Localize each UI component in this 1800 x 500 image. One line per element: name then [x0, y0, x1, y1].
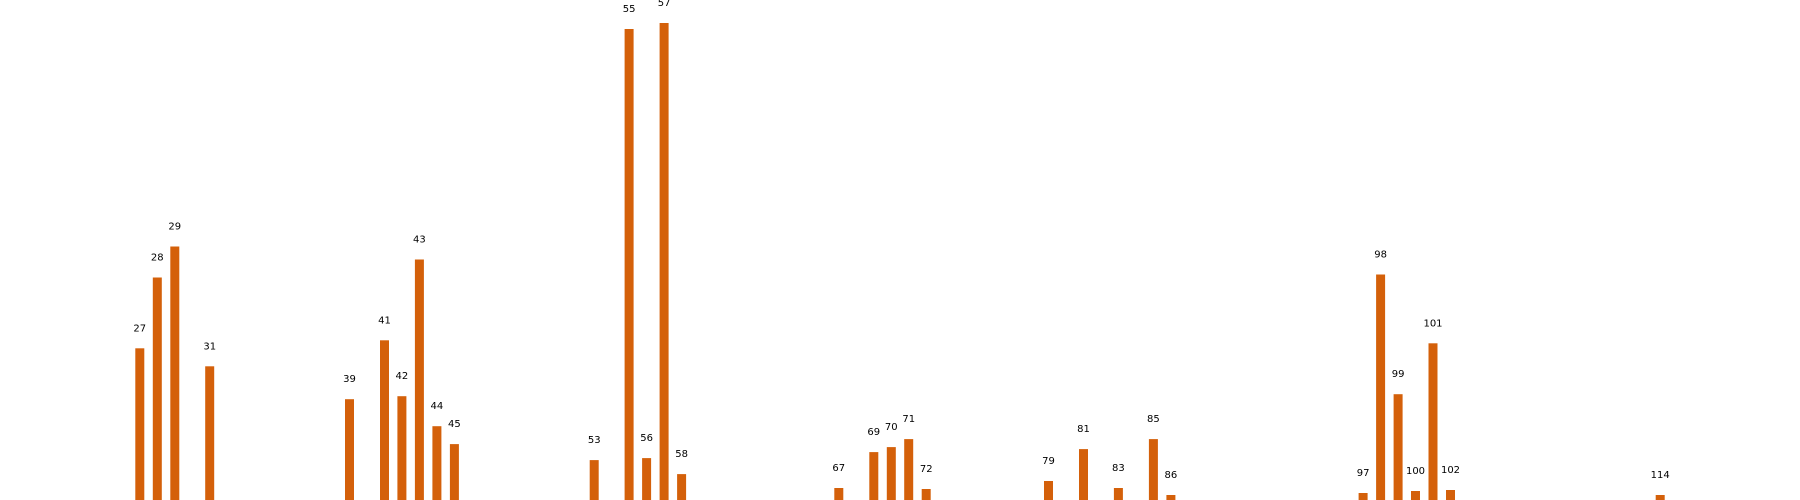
- bar-58: [677, 474, 687, 500]
- bar-99: [1393, 394, 1403, 500]
- bar-label-55: 55: [623, 4, 636, 15]
- bar-41: [380, 340, 389, 500]
- bar-55: [624, 29, 634, 500]
- bar-label-72: 72: [920, 464, 933, 475]
- bar-label-102: 102: [1441, 465, 1460, 476]
- bar-29: [170, 246, 180, 500]
- bar-label-45: 45: [448, 419, 461, 430]
- bar-label-86: 86: [1165, 470, 1178, 481]
- bar-label-79: 79: [1042, 456, 1055, 467]
- bar-114: [1655, 495, 1665, 500]
- bar-label-114: 114: [1651, 470, 1670, 481]
- bar-69: [869, 452, 879, 500]
- bar-label-27: 27: [133, 323, 146, 334]
- bar-label-53: 53: [588, 435, 601, 446]
- bar-81: [1079, 449, 1088, 500]
- bar-label-67: 67: [832, 463, 845, 474]
- bar-27: [135, 348, 145, 500]
- bar-57: [659, 23, 669, 500]
- bar-83: [1113, 488, 1123, 500]
- bar-86: [1166, 495, 1176, 500]
- bar-71: [904, 439, 914, 500]
- bar-label-42: 42: [396, 371, 409, 382]
- bar-label-56: 56: [640, 433, 653, 444]
- bar-label-44: 44: [431, 401, 444, 412]
- bar-102: [1446, 490, 1455, 500]
- bar-label-39: 39: [343, 374, 356, 385]
- bar-label-31: 31: [203, 341, 216, 352]
- bar-label-43: 43: [413, 235, 426, 246]
- bar-31: [205, 366, 215, 500]
- bar-45: [449, 444, 459, 500]
- bar-70: [886, 447, 896, 500]
- bar-label-70: 70: [885, 422, 898, 433]
- bar-label-85: 85: [1147, 414, 1160, 425]
- bar-28: [152, 277, 162, 500]
- bar-label-101: 101: [1423, 318, 1442, 329]
- bar-label-71: 71: [902, 414, 915, 425]
- bar-85: [1148, 439, 1158, 500]
- bar-79: [1044, 481, 1053, 500]
- bar-label-69: 69: [867, 427, 880, 438]
- bar-100: [1411, 491, 1420, 500]
- bar-98: [1376, 274, 1386, 500]
- bar-label-98: 98: [1374, 250, 1387, 261]
- bar-43: [414, 259, 424, 500]
- bar-label-29: 29: [168, 222, 181, 233]
- bar-72: [921, 489, 931, 500]
- labels-layer: 27 28 29 31 39 41 42 43 44 45 53 55 56 57 58 67 69 70 71 72…: [133, 0, 1669, 481]
- bar-label-58: 58: [675, 449, 688, 460]
- bar-label-99: 99: [1392, 369, 1405, 380]
- bar-67: [834, 488, 844, 500]
- bar-44: [432, 426, 442, 500]
- bar-101: [1428, 343, 1438, 500]
- bar-label-28: 28: [151, 253, 164, 264]
- bar-39: [345, 399, 354, 500]
- bar-label-97: 97: [1357, 468, 1370, 479]
- bar-42: [397, 396, 407, 500]
- bar-label-81: 81: [1077, 424, 1090, 435]
- bar-56: [642, 458, 652, 500]
- bar-label-57: 57: [658, 0, 671, 9]
- bars-layer: [135, 23, 1665, 500]
- bar-97: [1358, 493, 1368, 500]
- bar-label-83: 83: [1112, 463, 1125, 474]
- bar-label-41: 41: [378, 315, 391, 326]
- bar-53: [589, 460, 599, 500]
- bar-label-100: 100: [1406, 466, 1425, 477]
